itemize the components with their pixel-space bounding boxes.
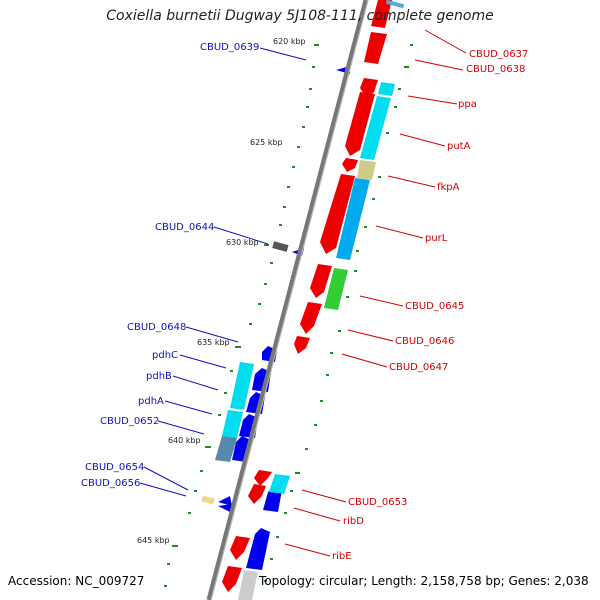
gc-content-track xyxy=(164,44,413,587)
kbp-tick-630: 630 kbp xyxy=(226,238,259,247)
cog-ribe[interactable] xyxy=(238,570,258,600)
map-title: Coxiella burnetii Dugway 5J108-111, comp… xyxy=(106,8,494,24)
gene-label-cbud0645[interactable]: CBUD_0645 xyxy=(405,301,464,312)
topology-text: Topology: circular; Length: 2,158,758 bp… xyxy=(259,574,589,588)
forward-cds-cbud0646[interactable] xyxy=(300,302,322,334)
cog-cbud0645[interactable] xyxy=(324,268,348,310)
forward-cds-fkpa[interactable] xyxy=(342,158,358,172)
forward-cds-cbud0645[interactable] xyxy=(310,264,332,298)
gene-label-cbud0639[interactable]: CBUD_0639 xyxy=(200,42,259,53)
gene-label-ribe[interactable]: ribE xyxy=(332,551,352,562)
forward-cds-cbud0637[interactable] xyxy=(371,0,392,28)
gene-label-cbud0644[interactable]: CBUD_0644 xyxy=(155,222,214,233)
gene-label-cbud0656[interactable]: CBUD_0656 xyxy=(81,478,140,489)
gene-label-cbud0654[interactable]: CBUD_0654 xyxy=(85,462,144,473)
reverse-feature-cbud0644[interactable] xyxy=(272,241,289,252)
reverse-leader-lines xyxy=(139,47,307,497)
gene-label-ppa[interactable]: ppa xyxy=(458,99,477,110)
cog-cbud0652[interactable] xyxy=(215,436,237,462)
gene-label-cbud0646[interactable]: CBUD_0646 xyxy=(395,336,454,347)
gene-label-purl[interactable]: purL xyxy=(425,233,448,244)
accession-text: Accession: NC_009727 xyxy=(8,574,145,588)
forward-cds-purl[interactable] xyxy=(320,174,355,254)
forward-leader-lines xyxy=(284,29,467,557)
gene-label-cbud0647[interactable]: CBUD_0647 xyxy=(389,362,448,373)
forward-cds-ribd-r[interactable] xyxy=(248,484,266,504)
kbp-tick-635: 635 kbp xyxy=(197,338,230,347)
gene-label-fkpa[interactable]: fkpA xyxy=(437,182,460,193)
gene-label-cbud0638[interactable]: CBUD_0638 xyxy=(466,64,525,75)
cog-pdha[interactable] xyxy=(222,410,243,438)
kbp-tick-640: 640 kbp xyxy=(168,436,201,445)
genome-backbone xyxy=(206,0,369,600)
forward-cds-ribe-a[interactable] xyxy=(230,536,250,560)
kbp-tick-645: 645 kbp xyxy=(137,536,170,545)
reverse-cds-cbud0654[interactable] xyxy=(218,496,232,506)
cog-fkpa[interactable] xyxy=(357,160,376,180)
cog-pdhc[interactable] xyxy=(230,362,254,410)
reverse-feature-tan[interactable] xyxy=(201,495,215,505)
gene-label-puta[interactable]: putA xyxy=(447,141,471,152)
forward-cds-cbud0638[interactable] xyxy=(364,32,387,64)
gene-label-cbud0653[interactable]: CBUD_0653 xyxy=(348,497,407,508)
cog-ppa[interactable] xyxy=(378,82,395,96)
gene-label-ribd[interactable]: ribD xyxy=(343,516,364,527)
forward-cds-puta[interactable] xyxy=(345,92,375,156)
reverse-cog-track xyxy=(215,362,290,600)
reverse-cds-ribe[interactable] xyxy=(246,528,270,570)
forward-cog-track xyxy=(324,82,395,310)
cog-ribd[interactable] xyxy=(269,474,290,494)
kbp-tick-625: 625 kbp xyxy=(250,138,283,147)
forward-cds-ribe-b[interactable] xyxy=(222,566,242,592)
gene-label-cbud0648[interactable]: CBUD_0648 xyxy=(127,322,186,333)
gene-label-pdhb[interactable]: pdhB xyxy=(146,371,172,382)
gene-label-pdha[interactable]: pdhA xyxy=(138,396,164,407)
cog-puta[interactable] xyxy=(360,96,391,160)
forward-cds-cbud0647[interactable] xyxy=(294,336,310,354)
gene-label-cbud0637[interactable]: CBUD_0637 xyxy=(469,49,528,60)
kbp-tick-620: 620 kbp xyxy=(273,37,306,46)
gene-label-cbud0652[interactable]: CBUD_0652 xyxy=(100,416,159,427)
cog-purl[interactable] xyxy=(336,178,370,260)
forward-cds-track xyxy=(222,0,405,592)
reverse-cds-cbud0656[interactable] xyxy=(218,504,232,512)
gene-label-pdhc[interactable]: pdhC xyxy=(152,350,178,361)
forward-cds-cbud0653[interactable] xyxy=(254,470,272,486)
